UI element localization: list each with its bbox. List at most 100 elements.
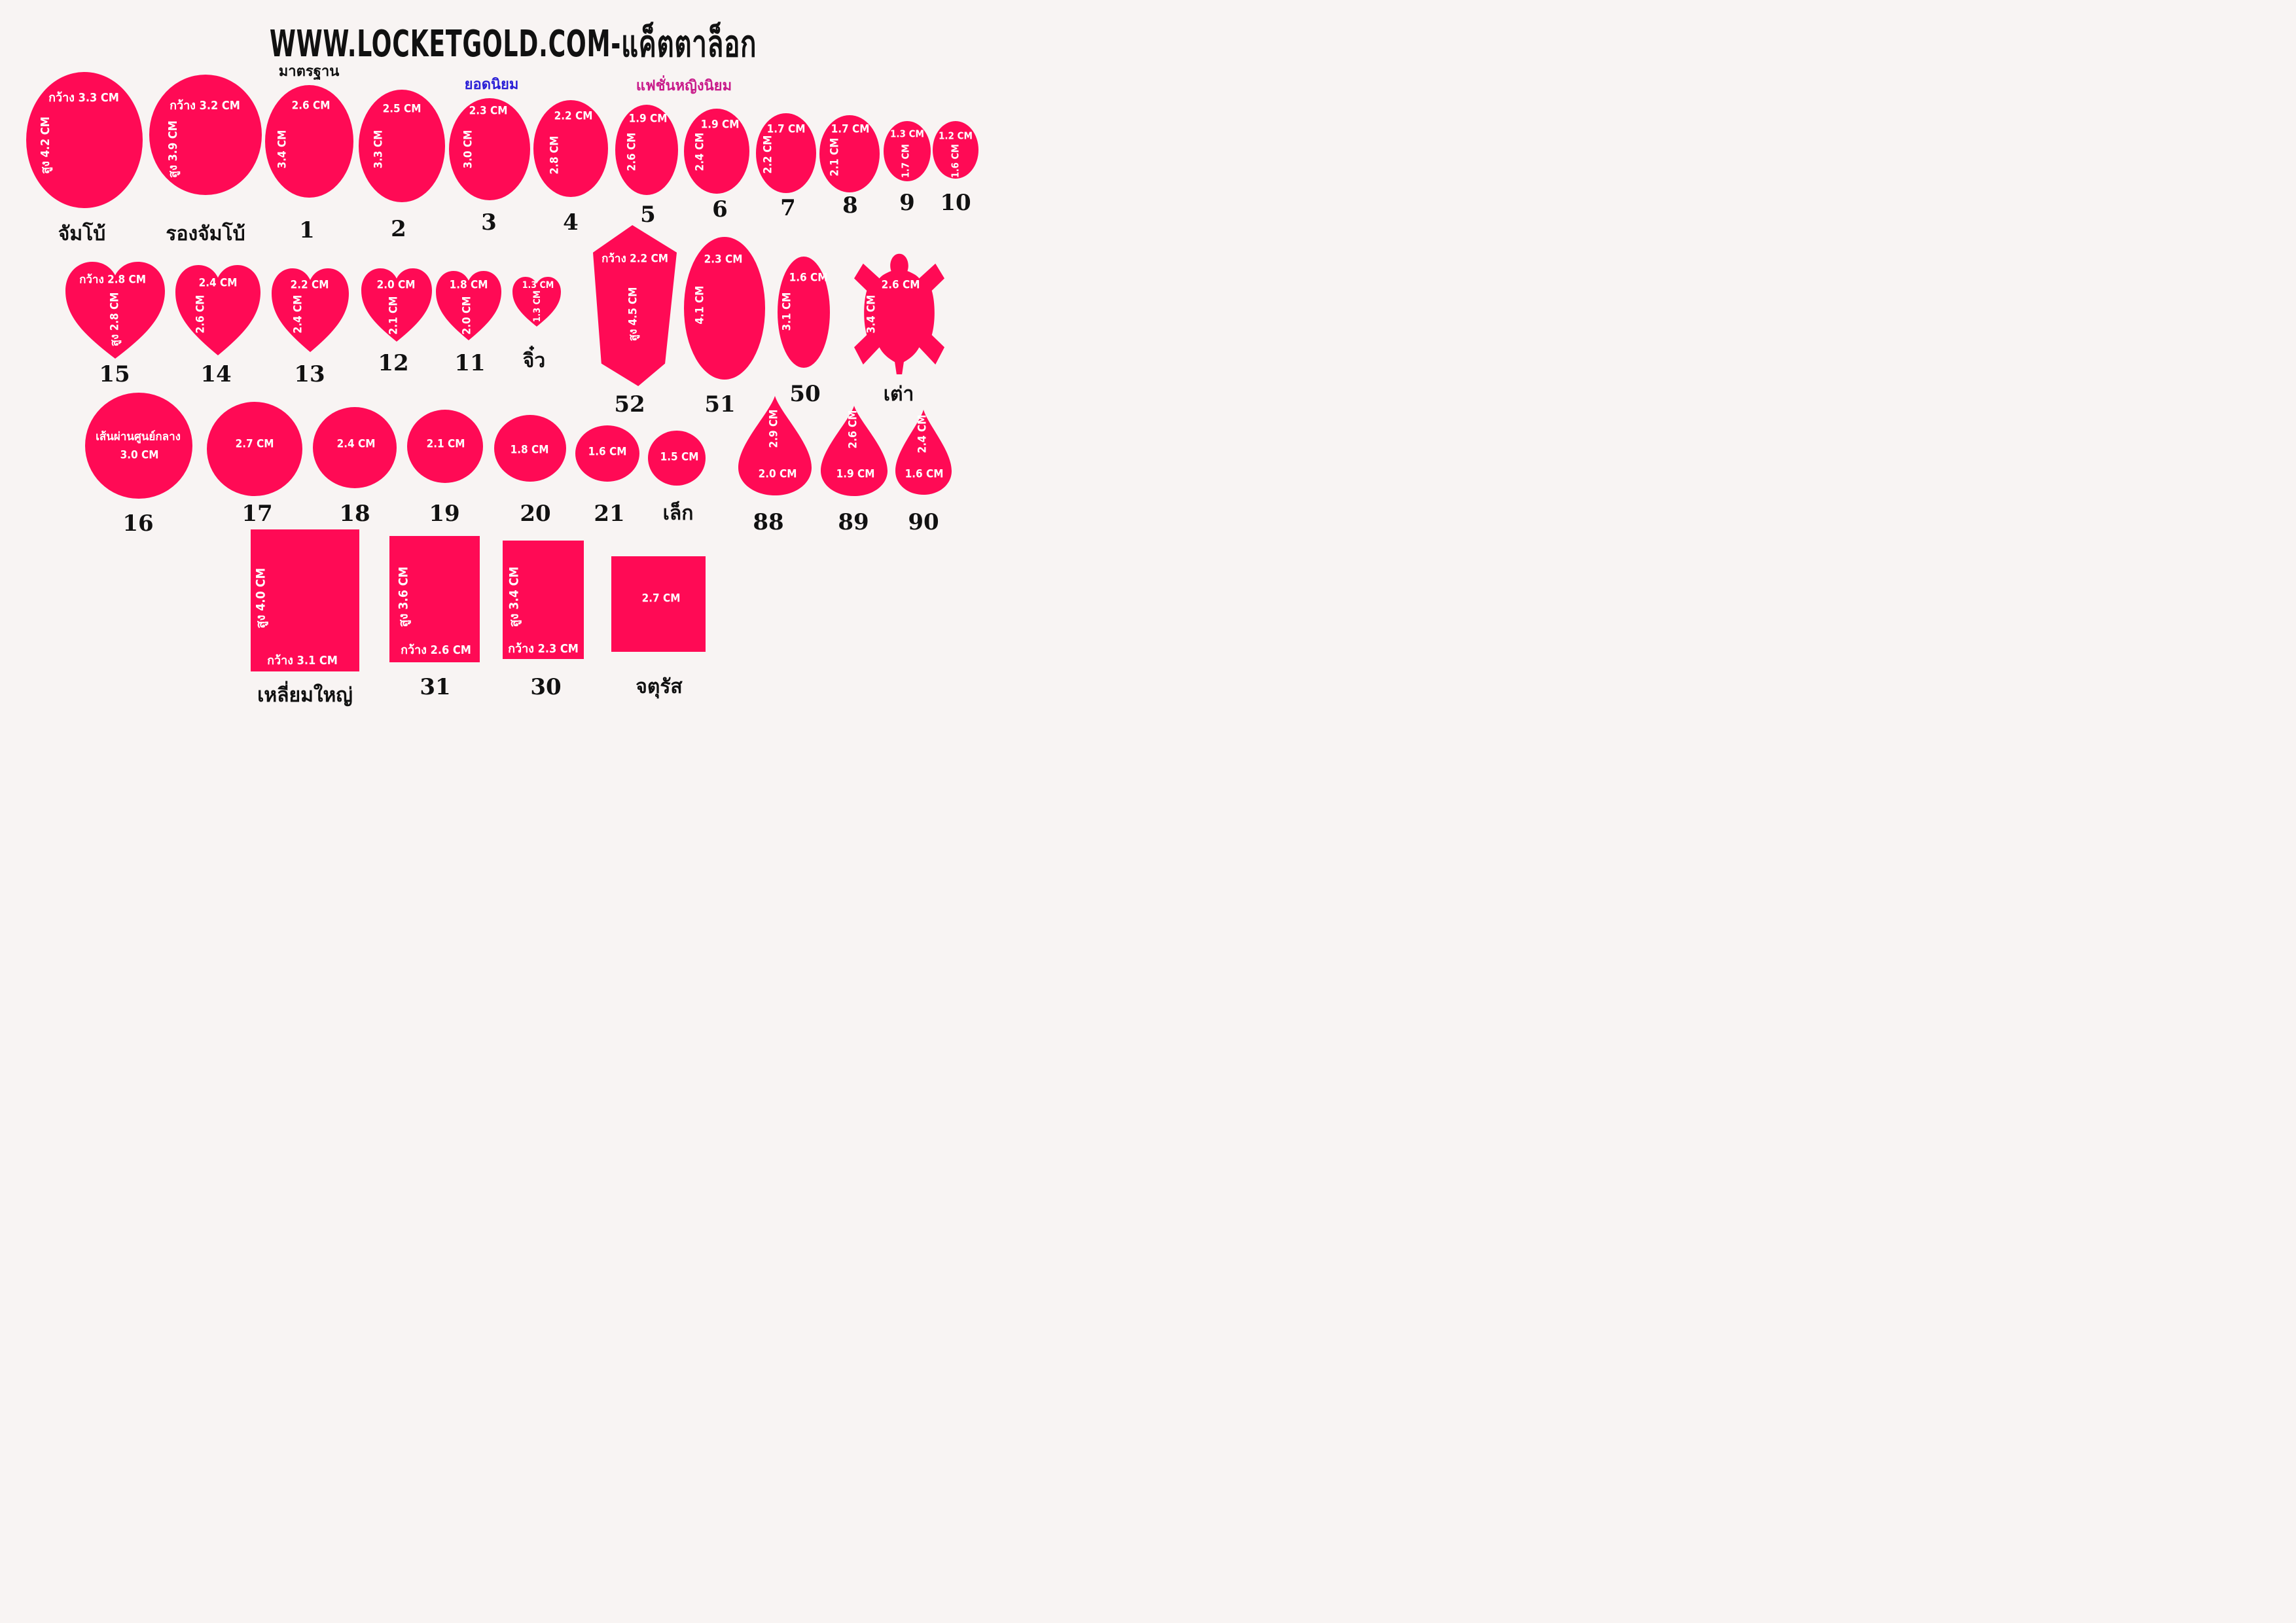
dimension-label: 2.6 CM — [846, 410, 860, 449]
ellipse-shape-19 — [684, 237, 765, 380]
circle-shape-25 — [407, 410, 483, 483]
hexagon-shape-18 — [593, 225, 677, 386]
rect-shape-34 — [503, 541, 584, 659]
dimension-label: 2.4 CM — [291, 294, 305, 334]
ellipse-shape-1 — [149, 75, 262, 195]
dimension-label: สูง 3.4 CM — [507, 566, 522, 628]
shape-label: 9 — [899, 190, 915, 216]
category-standard: มาตรฐาน — [278, 63, 340, 80]
shape-label: 20 — [520, 501, 551, 527]
dimension-label: 1.6 CM — [905, 467, 944, 481]
ellipse-shape-20 — [778, 257, 830, 368]
ellipse-shape-9 — [819, 115, 880, 192]
shape-label: 19 — [429, 501, 460, 527]
dimension-label: 2.1 CM — [426, 437, 465, 451]
rect-shape-33 — [389, 536, 480, 662]
shape-label: 11 — [454, 350, 486, 376]
ellipse-shape-4 — [449, 98, 530, 200]
dimension-label: 2.6 CM — [291, 99, 331, 113]
dimension-label: กว้าง 2.8 CM — [79, 273, 146, 287]
ellipse-shape-3 — [359, 90, 445, 202]
dimension-label: 1.9 CM — [700, 118, 740, 132]
circle-shape-26 — [494, 415, 566, 482]
circle-shape-23 — [207, 402, 302, 496]
dimension-label: 1.6 CM — [789, 271, 828, 285]
teardrop-shape-31 — [895, 410, 952, 495]
dimension-label: 2.5 CM — [382, 102, 422, 116]
dimension-label: 3.0 CM — [461, 130, 475, 169]
shape-label: 6 — [712, 196, 728, 223]
dimension-label: 1.7 CM — [766, 122, 806, 136]
ellipse-shape-6 — [615, 105, 678, 195]
dimension-label: 3.4 CM — [276, 130, 289, 169]
dimension-label: 4.1 CM — [693, 285, 707, 325]
dimension-label: 1.9 CM — [628, 112, 668, 126]
dimension-label: 1.8 CM — [510, 443, 549, 457]
dimension-label: 2.9 CM — [767, 409, 781, 448]
shape-label: 89 — [838, 509, 869, 535]
heart-shape-12 — [65, 262, 165, 359]
dimension-label: 2.1 CM — [387, 296, 401, 335]
dimension-label: สูง 2.8 CM — [108, 292, 122, 347]
dimension-label: 1.5 CM — [660, 450, 699, 464]
dimension-label: 3.4 CM — [865, 294, 878, 334]
shape-label: เล็ก — [662, 502, 694, 525]
dimension-label: 2.6 CM — [881, 278, 920, 292]
category-fashion: แฟชั่นหญิงนิยม — [636, 78, 732, 94]
shape-label: 50 — [789, 381, 821, 407]
heart-shape-15 — [361, 268, 432, 342]
shape-label: 31 — [420, 674, 451, 700]
dimension-label: 1.9 CM — [836, 467, 875, 481]
shape-label: 30 — [530, 674, 562, 700]
ellipse-shape-10 — [884, 121, 931, 181]
dimension-label: 1.6 CM — [588, 445, 627, 459]
dimension-label: 2.7 CM — [641, 592, 681, 605]
shape-label: 5 — [640, 202, 656, 228]
ellipse-shape-8 — [756, 113, 816, 193]
dimension-label: 2.4 CM — [336, 437, 376, 451]
shape-label: จัมโบ้ — [58, 223, 106, 245]
shape-label: เต่า — [883, 383, 914, 406]
dimension-label: 1.7 CM — [899, 144, 912, 178]
dimension-label: กว้าง 3.3 CM — [48, 91, 119, 105]
shape-label: 16 — [122, 510, 154, 537]
dimension-label: 1.2 CM — [939, 130, 973, 142]
shape-label: 90 — [908, 509, 939, 535]
shape-label: จิ๋ว — [522, 349, 546, 372]
shape-label: 52 — [614, 391, 645, 418]
ellipse-shape-5 — [533, 100, 608, 197]
dimension-label: 2.2 CM — [290, 278, 329, 292]
dimension-label: 2.1 CM — [828, 137, 842, 177]
teardrop-shape-30 — [821, 406, 888, 496]
shape-label: 4 — [563, 209, 579, 236]
dimension-label: 2.2 CM — [554, 109, 593, 123]
shape-label: 2 — [391, 216, 406, 242]
dimension-label: 3.0 CM — [120, 448, 159, 462]
turtle-shape-21 — [854, 253, 944, 374]
rect-shape-35 — [611, 556, 706, 652]
shape-label: 21 — [594, 501, 625, 527]
dimension-label: สูง 4.5 CM — [626, 287, 640, 342]
shape-label: 13 — [294, 361, 325, 387]
dimension-label: 2.0 CM — [376, 278, 416, 292]
dimension-label: 1.6 CM — [949, 144, 961, 178]
ellipse-shape-0 — [26, 72, 143, 208]
heart-shape-13 — [175, 265, 260, 355]
shape-label: 17 — [242, 501, 273, 527]
teardrop-shape-29 — [738, 396, 812, 495]
circle-shape-28 — [648, 431, 706, 486]
dimension-label: 1.8 CM — [449, 278, 488, 292]
rect-shape-32 — [251, 529, 359, 671]
dimension-label: 2.0 CM — [460, 296, 474, 335]
shape-label: 3 — [481, 209, 497, 236]
shape-label: 88 — [753, 509, 784, 535]
shape-label: เหลี่ยมใหญ่ — [257, 684, 353, 707]
shape-label: 12 — [378, 350, 409, 376]
dimension-label: สูง 3.9 CM — [166, 120, 180, 178]
dimension-label: สูง 3.6 CM — [396, 566, 411, 628]
shape-label: 10 — [940, 190, 971, 216]
shape-label: 51 — [704, 391, 736, 418]
dimension-label: สูง 4.0 CM — [253, 567, 268, 629]
category-popular: ยอดนิยม — [464, 77, 519, 93]
circle-shape-27 — [575, 425, 639, 482]
